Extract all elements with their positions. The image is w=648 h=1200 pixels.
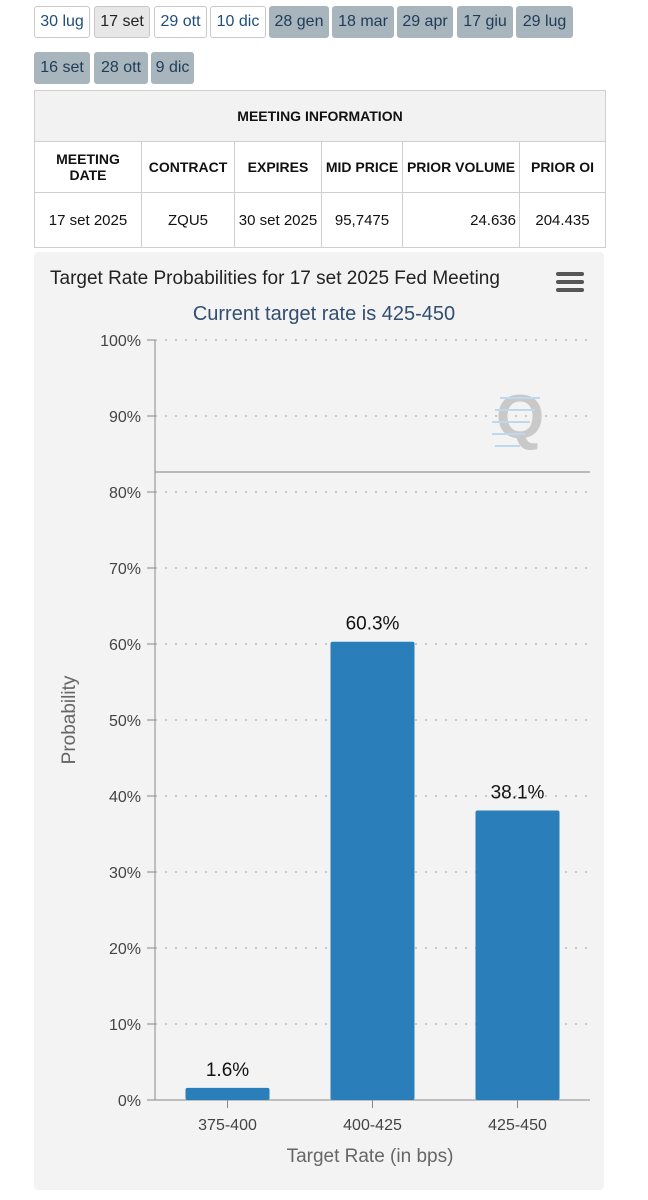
- cell-mid-price: 95,7475: [321, 192, 403, 248]
- y-tick-label: 20%: [109, 941, 141, 958]
- cell-prior-oi: 204.435: [519, 192, 606, 248]
- tab-17-giu[interactable]: 17 giu: [457, 6, 513, 38]
- tab-9-dic[interactable]: 9 dic: [151, 52, 194, 84]
- watermark-logo: Q: [492, 383, 544, 452]
- chart-subtitle: Current target rate is 425-450: [192, 303, 456, 325]
- y-axis-title: Probability: [59, 675, 80, 764]
- header-meeting-date: MEETING DATE: [34, 141, 142, 193]
- header-prior-volume: PRIOR VOLUME: [402, 141, 520, 193]
- x-tick-label: 375-400: [198, 1117, 257, 1134]
- tab-28-ott[interactable]: 28 ott: [94, 52, 148, 84]
- chart-menu-icon[interactable]: [556, 272, 584, 294]
- table-title: MEETING INFORMATION: [34, 90, 606, 142]
- tab-18-mar[interactable]: 18 mar: [332, 6, 394, 38]
- y-tick-label: 70%: [109, 561, 141, 578]
- y-tick-label: 50%: [109, 713, 141, 730]
- tab-29-lug[interactable]: 29 lug: [516, 6, 573, 38]
- bar-value-label: 1.6%: [206, 1060, 249, 1081]
- y-tick-label: 40%: [109, 789, 141, 806]
- tab-10-dic[interactable]: 10 dic: [210, 6, 266, 38]
- x-axis-title: Target Rate (in bps): [287, 1146, 454, 1167]
- header-mid-price: MID PRICE: [321, 141, 403, 193]
- tab-16-set[interactable]: 16 set: [34, 52, 90, 84]
- chart-title: Target Rate Probabilities for 17 set 202…: [50, 268, 500, 289]
- header-contract: CONTRACT: [141, 141, 235, 193]
- header-prior-oi: PRIOR OI: [519, 141, 606, 193]
- tab-29-ott[interactable]: 29 ott: [154, 6, 207, 38]
- y-tick-label: 30%: [109, 865, 141, 882]
- bar-375-400: [185, 1087, 270, 1100]
- y-tick-label: 0%: [118, 1093, 141, 1110]
- cell-contract: ZQU5: [141, 192, 235, 248]
- y-tick-label: 10%: [109, 1017, 141, 1034]
- y-tick-label: 90%: [109, 409, 141, 426]
- svg-text:Q: Q: [496, 383, 544, 452]
- bar-value-label: 38.1%: [491, 782, 545, 803]
- cell-prior-volume: 24.636: [402, 192, 520, 248]
- tab-17-set[interactable]: 17 set: [94, 6, 150, 38]
- y-tick-label: 60%: [109, 637, 141, 654]
- tab-28-gen[interactable]: 28 gen: [269, 6, 329, 38]
- x-tick-label: 400-425: [343, 1117, 402, 1134]
- tab-29-apr[interactable]: 29 apr: [397, 6, 453, 38]
- cell-expires: 30 set 2025: [234, 192, 322, 248]
- tab-30-lug[interactable]: 30 lug: [34, 6, 90, 38]
- header-expires: EXPIRES: [234, 141, 322, 193]
- x-tick-label: 425-450: [488, 1117, 547, 1134]
- y-tick-label: 100%: [100, 333, 141, 350]
- y-tick-label: 80%: [109, 485, 141, 502]
- meeting-information-table: MEETING INFORMATION MEETING DATE CONTRAC…: [34, 90, 606, 248]
- bar-value-label: 60.3%: [346, 614, 400, 635]
- bar-425-450: [475, 810, 560, 1100]
- bar-400-425: [330, 641, 415, 1100]
